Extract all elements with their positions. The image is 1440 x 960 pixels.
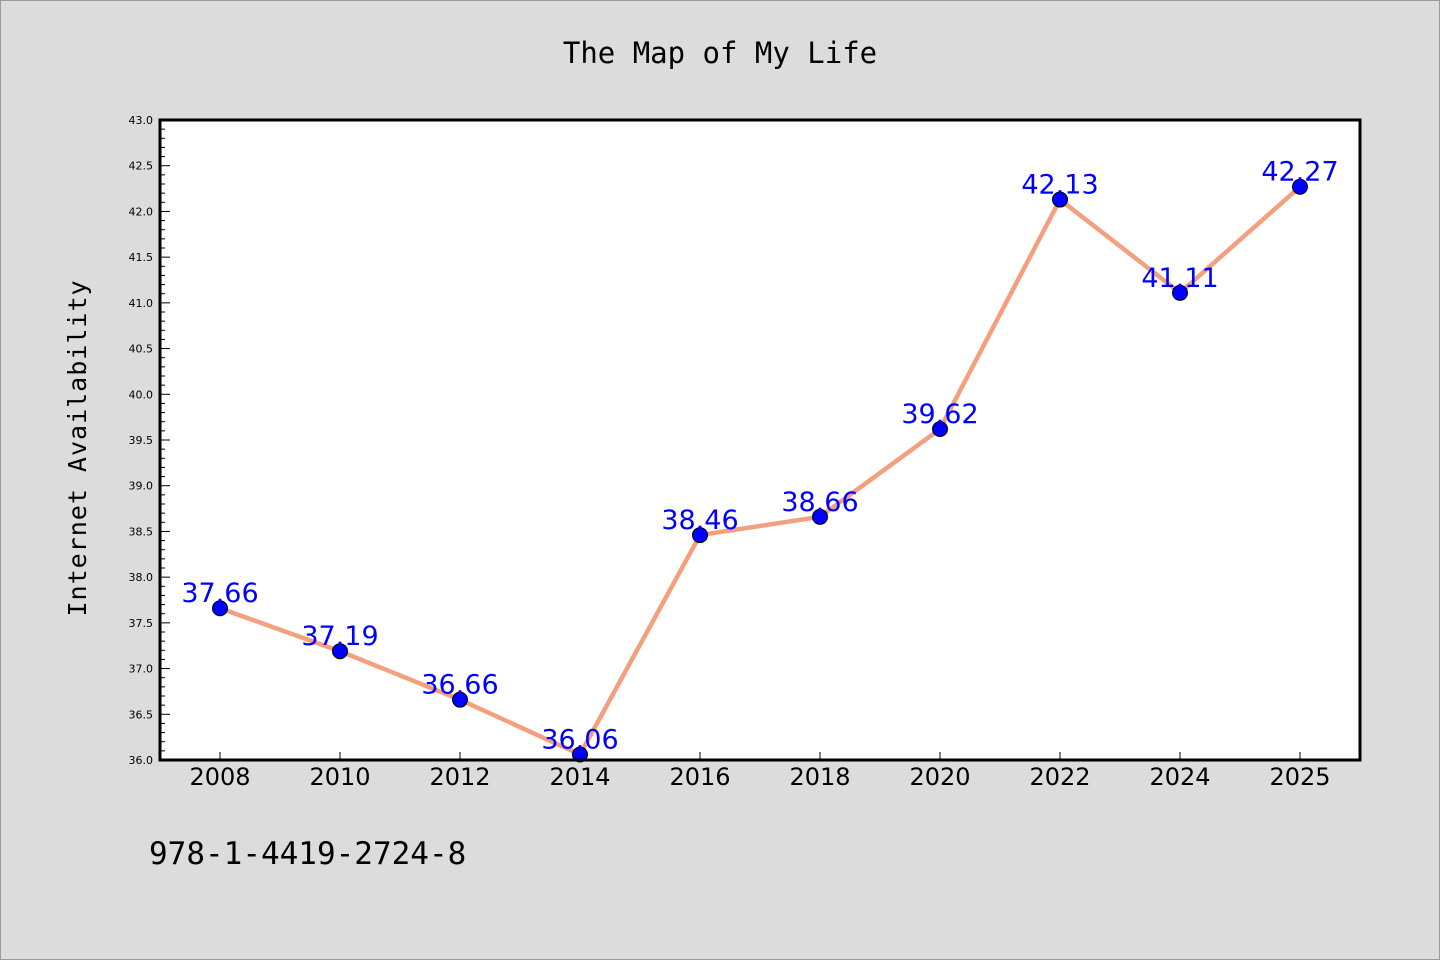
plot-area (160, 120, 1360, 760)
series-line (217, 184, 1303, 757)
y-tick-label: 40.5 (129, 343, 154, 356)
x-tick-label: 2025 (1269, 763, 1330, 791)
data-series (212, 178, 1308, 763)
data-label: 42.27 (1261, 157, 1338, 188)
data-point (812, 508, 828, 525)
data-label: 37.19 (301, 621, 378, 652)
y-axis-label: Internet Availability (63, 279, 92, 616)
y-tick-label: 37.5 (129, 617, 154, 630)
y-tick-label: 40.0 (129, 388, 154, 401)
data-point (1292, 178, 1308, 195)
isbn-text: 978-1-4419-2724-8 (149, 836, 466, 872)
x-tick-label: 2022 (1029, 763, 1090, 791)
y-tick-label: 38.5 (129, 525, 154, 538)
x-tick-label: 2010 (309, 763, 370, 791)
x-tick-label: 2018 (789, 763, 850, 791)
data-point (332, 643, 348, 660)
data-point (692, 527, 708, 544)
data-point (1052, 191, 1068, 208)
data-label: 36.06 (541, 725, 618, 756)
y-tick-label: 41.0 (129, 297, 154, 310)
x-tick-label: 2024 (1149, 763, 1210, 791)
x-tick-label: 2014 (549, 763, 610, 791)
y-tick-label: 36.5 (129, 708, 154, 721)
y-tick-label: 39.0 (129, 480, 154, 493)
y-tick-label: 37.0 (129, 663, 154, 676)
x-tick-label: 2012 (429, 763, 490, 791)
chart-title: The Map of My Life (563, 36, 877, 70)
data-label: 41.11 (1141, 263, 1218, 294)
data-label: 38.66 (781, 487, 858, 518)
data-label: 39.62 (901, 399, 978, 430)
data-point (572, 746, 588, 763)
y-tick-label: 38.0 (129, 571, 154, 584)
y-tick-label: 36.0 (129, 754, 154, 767)
y-tick-label: 43.0 (129, 114, 154, 127)
data-label: 38.46 (661, 505, 738, 536)
y-tick-label: 39.5 (129, 434, 154, 447)
y-tick-label: 42.0 (129, 205, 154, 218)
plot-border (158, 118, 1362, 762)
data-point (932, 421, 948, 438)
data-labels: 37.66 37.19 36.66 36.06 38.46 38.66 39.62 42.13… (181, 157, 1338, 756)
x-tick-label: 2008 (189, 763, 250, 791)
data-label: 37.66 (181, 578, 258, 609)
data-point (452, 691, 468, 708)
data-label: 36.66 (421, 670, 498, 701)
y-tick-label: 41.5 (129, 251, 154, 264)
x-axis: 2008 2010 2012 2014 2016 2018 2020 2022 2024 2025 (189, 752, 1331, 791)
data-label: 42.13 (1021, 170, 1098, 201)
y-tick-label: 42.5 (129, 160, 154, 173)
x-tick-label: 2016 (669, 763, 730, 791)
data-point (1172, 284, 1188, 301)
data-point (212, 600, 228, 617)
x-tick-label: 2020 (909, 763, 970, 791)
